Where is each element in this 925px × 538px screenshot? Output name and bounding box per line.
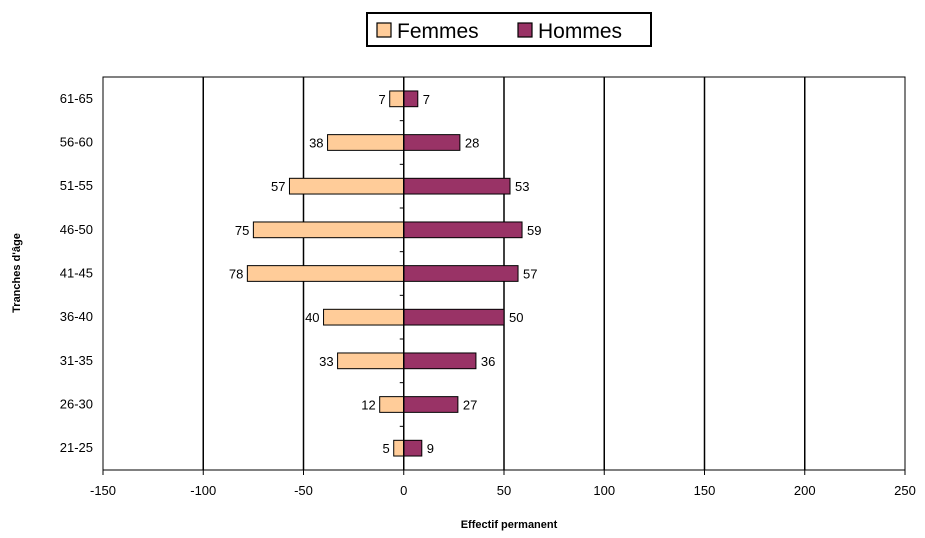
y-tick-label-56-60: 56-60 [60,135,93,150]
y-tick-label-46-50: 46-50 [60,222,93,237]
y-tick-label-21-25: 21-25 [60,440,93,455]
legend-swatch-femmes [376,22,392,38]
data-label-hommes-51-55: 53 [515,179,529,194]
data-label-femmes-56-60: 38 [309,136,323,151]
y-tick-label-26-30: 26-30 [60,397,93,412]
data-label-hommes-21-25: 9 [427,441,434,456]
x-tick-label: 50 [497,483,511,498]
x-tick-label: -150 [90,483,116,498]
bar-hommes-21-25 [403,439,423,457]
data-label-hommes-46-50: 59 [527,223,541,238]
bars-group [246,77,523,470]
y-tick-label-36-40: 36-40 [60,309,93,324]
x-axis-title: Effectif permanent [461,519,558,531]
bar-femmes-46-50 [252,221,405,239]
x-tick-label: -50 [294,483,313,498]
data-label-femmes-31-35: 33 [319,354,333,369]
bar-femmes-26-30 [379,396,405,413]
y-tick-label-61-65: 61-65 [60,91,93,106]
legend-box [366,12,652,47]
data-label-hommes-31-35: 36 [481,354,495,369]
data-label-hommes-36-40: 50 [509,310,523,325]
y-axis-title: Tranches d'âge [11,233,23,313]
x-tick-label: -100 [190,483,216,498]
bar-hommes-51-55 [403,177,511,195]
x-tick-label: 150 [694,483,716,498]
data-label-femmes-46-50: 75 [235,223,249,238]
bar-hommes-46-50 [403,221,523,239]
bar-femmes-21-25 [393,439,405,457]
data-label-hommes-26-30: 27 [463,398,477,413]
data-label-hommes-61-65: 7 [423,92,430,107]
bar-femmes-51-55 [288,177,405,195]
bar-hommes-31-35 [403,352,477,370]
x-tick-labels: -150 -100 -50 0 50 100 150 200 250 [90,483,916,498]
x-tick-label: 0 [400,483,407,498]
legend-swatch-hommes [517,22,533,38]
bar-hommes-41-45 [403,265,519,282]
y-tick-labels: 21-25 26-30 31-35 36-40 41-45 46-50 51-55 56-60… [60,91,93,455]
legend-label-femmes: Femmes [397,20,479,43]
bar-femmes-56-60 [327,134,405,151]
y-tick-label-31-35: 31-35 [60,353,93,368]
bar-femmes-36-40 [323,308,405,326]
y-tick-label-51-55: 51-55 [60,178,93,193]
bar-femmes-61-65 [389,90,405,108]
x-tick-label: 100 [593,483,615,498]
data-label-femmes-61-65: 7 [378,92,385,107]
bar-femmes-31-35 [337,352,405,370]
x-tick-label: 200 [794,483,816,498]
bar-hommes-26-30 [403,396,459,413]
data-label-hommes-41-45: 57 [523,267,537,282]
y-tick-label-41-45: 41-45 [60,266,93,281]
bar-hommes-56-60 [403,134,461,151]
data-label-femmes-41-45: 78 [229,267,243,282]
data-label-hommes-56-60: 28 [465,136,479,151]
data-label-femmes-26-30: 12 [361,398,375,413]
data-label-femmes-51-55: 57 [271,179,285,194]
legend-label-hommes: Hommes [538,20,622,43]
data-label-femmes-21-25: 5 [382,441,389,456]
bar-hommes-61-65 [403,90,419,108]
data-label-femmes-36-40: 40 [305,310,319,325]
legend: Femmes Hommes [366,12,652,47]
x-tick-label: 250 [894,483,916,498]
bar-femmes-41-45 [246,265,405,282]
bar-hommes-36-40 [403,308,505,326]
